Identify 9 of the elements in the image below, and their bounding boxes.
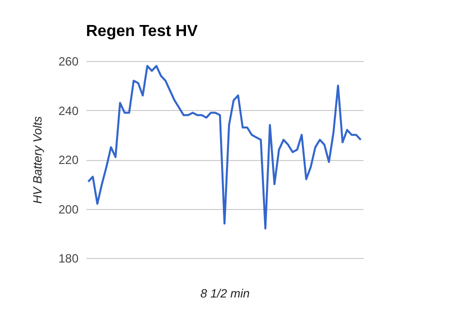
y-tick-label: 200 [58,202,79,216]
line-series [87,64,362,230]
y-tick-label: 220 [58,153,79,167]
y-tick-label: 260 [58,54,79,68]
chart-title: Regen Test HV [86,23,198,40]
x-axis-title: 8 1/2 min [200,286,250,300]
y-tick-label: 240 [58,104,79,118]
y-axis-title: HV Battery Volts [30,116,44,204]
y-tick-label: 180 [58,252,79,266]
